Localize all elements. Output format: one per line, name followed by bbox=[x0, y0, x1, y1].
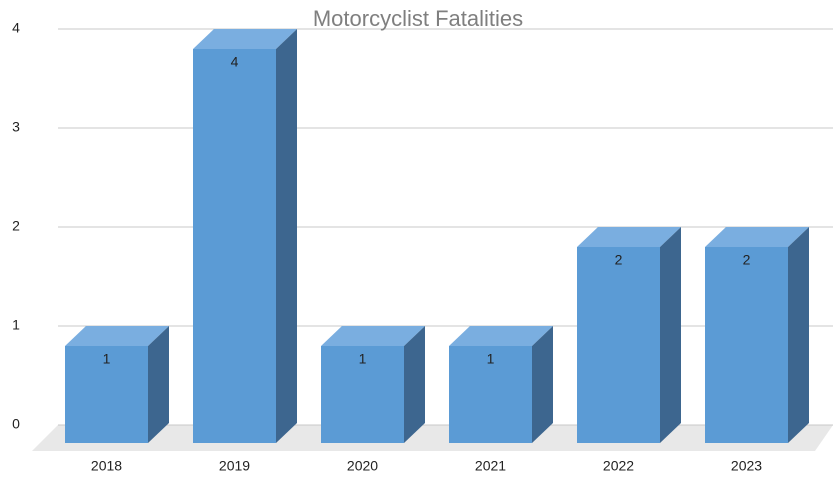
x-tick-label: 2018 bbox=[91, 458, 122, 474]
data-label: 2 bbox=[615, 252, 623, 268]
bars: 2018 1 2019 4 2020 1 2021 1 2022 2 2023 2 bbox=[65, 29, 809, 474]
bar-top bbox=[705, 227, 809, 247]
bar-top bbox=[65, 326, 169, 346]
y-tick-label: 1 bbox=[12, 317, 20, 333]
bar-top bbox=[577, 227, 681, 247]
grid: 0 1 2 3 4 bbox=[12, 20, 833, 432]
x-tick-label: 2020 bbox=[347, 458, 378, 474]
x-tick-label: 2022 bbox=[603, 458, 634, 474]
x-tick-label: 2021 bbox=[475, 458, 506, 474]
y-tick-label: 3 bbox=[12, 119, 20, 135]
data-label: 1 bbox=[487, 351, 495, 367]
bar-top bbox=[193, 29, 297, 49]
x-tick-label: 2019 bbox=[219, 458, 250, 474]
bar-side bbox=[404, 326, 425, 443]
bar-top bbox=[449, 326, 553, 346]
bar-side bbox=[788, 227, 809, 443]
bar bbox=[65, 346, 148, 443]
data-label: 2 bbox=[743, 252, 751, 268]
data-label: 1 bbox=[359, 351, 367, 367]
bar-side bbox=[276, 29, 297, 443]
y-tick-label: 0 bbox=[12, 416, 20, 432]
bar-side bbox=[148, 326, 169, 443]
x-tick-label: 2023 bbox=[731, 458, 762, 474]
bar bbox=[449, 346, 532, 443]
y-tick-label: 2 bbox=[12, 218, 20, 234]
bar bbox=[705, 247, 788, 443]
bar bbox=[193, 49, 276, 443]
data-label: 1 bbox=[103, 351, 111, 367]
y-tick-label: 4 bbox=[12, 20, 20, 36]
bar bbox=[321, 346, 404, 443]
bar bbox=[577, 247, 660, 443]
bar-side bbox=[660, 227, 681, 443]
chart-title: Motorcyclist Fatalities bbox=[313, 6, 523, 31]
data-label: 4 bbox=[231, 54, 239, 70]
bar-side bbox=[532, 326, 553, 443]
bar-top bbox=[321, 326, 425, 346]
